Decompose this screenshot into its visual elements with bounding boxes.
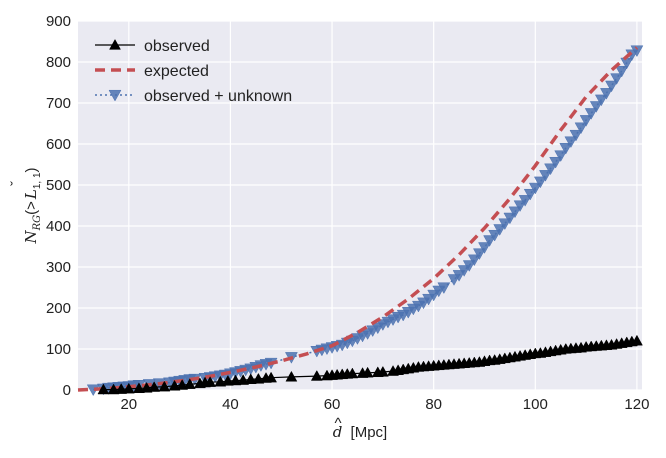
data-point (605, 80, 618, 93)
data-point (148, 381, 161, 392)
y-tick-label: 200 (46, 300, 71, 317)
y-tick-label: 600 (46, 136, 71, 153)
data-point (513, 200, 527, 213)
y-tick-label: 300 (46, 259, 71, 276)
y-axis-check: ˇ (8, 181, 25, 186)
x-tick-label: 100 (523, 396, 548, 413)
data-point (610, 73, 624, 85)
data-point (564, 136, 578, 149)
data-point (310, 370, 323, 381)
x-tick-label: 60 (324, 396, 341, 413)
data-point (478, 242, 491, 254)
x-axis-label: d [Mpc] (333, 423, 387, 441)
data-point (503, 212, 517, 225)
legend-entry: expected (95, 63, 209, 80)
data-point (594, 94, 608, 107)
data-point (346, 367, 359, 379)
data-point (467, 254, 481, 267)
data-point (158, 380, 171, 392)
data-point (533, 176, 547, 189)
data-point (584, 108, 598, 120)
data-point (554, 150, 568, 162)
data-point (518, 195, 532, 207)
data-point (483, 235, 496, 247)
x-tick-label: 120 (624, 396, 649, 413)
data-point (472, 248, 486, 260)
y-tick-label: 0 (63, 382, 71, 399)
data-point (176, 379, 189, 390)
data-point (204, 376, 217, 387)
data-point (376, 365, 389, 377)
legend-label: observed (144, 38, 210, 55)
data-point (229, 374, 242, 386)
data-point (528, 182, 542, 195)
data-point (252, 372, 265, 384)
data-point (579, 115, 593, 127)
data-point (457, 265, 471, 277)
data-point (107, 383, 120, 395)
x-tick-label: 20 (120, 396, 137, 413)
data-point (122, 382, 135, 394)
legend-marker (109, 38, 121, 50)
data-point (493, 224, 507, 236)
data-point (559, 143, 573, 155)
data-point (133, 382, 145, 394)
x-tick-label: 40 (222, 396, 239, 413)
data-point (600, 88, 613, 100)
legend: observed expected observed + unknown (95, 38, 292, 105)
grid (78, 20, 642, 391)
y-tick-label: 700 (46, 95, 71, 112)
legend-label: expected (144, 63, 209, 80)
y-tick-label: 800 (46, 54, 71, 71)
data-point (214, 375, 227, 387)
data-point (523, 188, 537, 201)
data-point (244, 373, 257, 384)
x-tick-label: 80 (425, 396, 442, 413)
y-tick-label: 400 (46, 218, 71, 235)
data-point (183, 378, 196, 389)
data-point (539, 170, 552, 182)
data-point (549, 156, 563, 169)
data-point (630, 334, 643, 346)
data-point (544, 163, 557, 176)
data-point (589, 101, 603, 113)
y-axis-label: NRG(>L1, 1) ˇ (8, 167, 43, 244)
data-point (265, 371, 278, 383)
data-point (508, 206, 522, 219)
data-point (168, 379, 181, 391)
data-point (498, 218, 512, 231)
data-point (630, 45, 644, 58)
data-point (488, 229, 502, 242)
legend-label: observed + unknown (144, 88, 292, 105)
legend-marker (108, 89, 122, 102)
data-point (221, 374, 234, 386)
plot-background (78, 21, 642, 390)
data-point (285, 370, 298, 382)
tick-labels: 20 40 60 80 100 120 0 100 200 300 400 500 600 700 800 9… (46, 13, 649, 413)
y-tick-label: 500 (46, 177, 71, 194)
series-layer (77, 45, 644, 397)
data-point (361, 366, 374, 378)
legend-entry: observed (95, 38, 210, 55)
data-point (437, 282, 451, 295)
data-point (97, 383, 110, 395)
series-0 (97, 334, 643, 395)
series-1 (77, 46, 639, 392)
data-point (115, 383, 128, 394)
data-point (462, 260, 476, 272)
y-tick-label: 100 (46, 341, 71, 358)
data-point (569, 129, 583, 142)
data-point (615, 65, 629, 78)
data-point (140, 381, 153, 393)
data-point (574, 122, 588, 135)
series-line (77, 46, 639, 392)
svg-text:NRG(>L1, 1): NRG(>L1, 1) (22, 167, 43, 244)
y-tick-label: 900 (46, 13, 71, 30)
data-point (452, 270, 466, 282)
data-point (237, 374, 250, 385)
x-axis-hat: ^ (334, 415, 341, 432)
legend-entry: observed + unknown (95, 88, 292, 105)
